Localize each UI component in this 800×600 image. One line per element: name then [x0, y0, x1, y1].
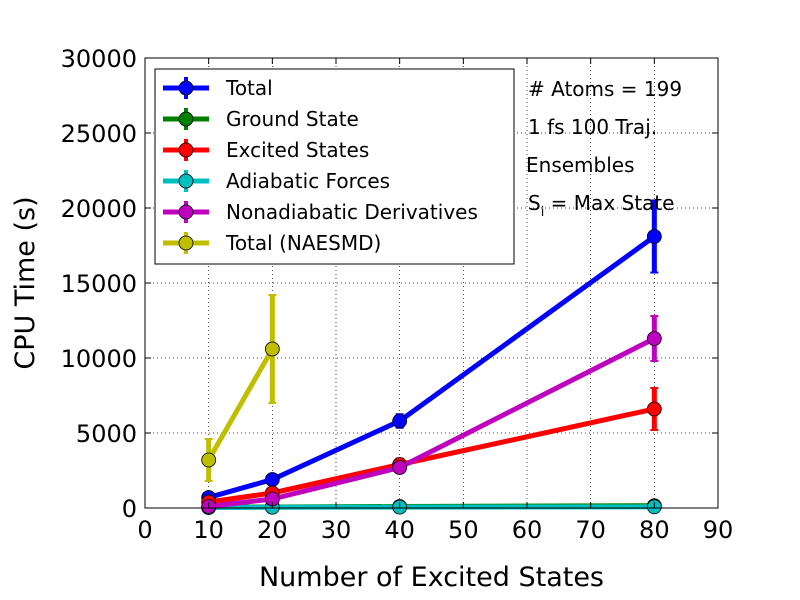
- legend-box: [154, 68, 515, 265]
- annotation-state-s: S: [528, 191, 541, 215]
- legend: Total Ground State Excited States Adiabatic…: [154, 68, 515, 265]
- data-point: [264, 341, 280, 357]
- x-axis-label: Number of Excited States: [259, 562, 604, 593]
- annotation-state: Si = Max State: [528, 191, 674, 220]
- legend-entry: Total (NAESMD): [163, 231, 381, 255]
- data-point: [392, 413, 408, 429]
- data-point: [392, 460, 408, 475]
- x-tick-label: 70: [575, 516, 606, 544]
- annotation-traj: 1 fs 100 Traj.: [528, 115, 657, 139]
- y-tick-label: 20000: [61, 195, 137, 223]
- legend-entry: Ground State: [163, 107, 359, 131]
- legend-entry: Excited States: [163, 138, 369, 162]
- series-line: [206, 347, 275, 462]
- legend-label: Nonadiabatic Derivatives: [226, 200, 478, 224]
- x-tick-label: 80: [639, 516, 670, 544]
- y-tick-label: 5000: [76, 420, 137, 448]
- data-point: [264, 472, 280, 487]
- annotation-state-value: = Max State: [544, 191, 674, 215]
- legend-marker: [178, 111, 194, 127]
- x-tick-label: 30: [321, 516, 352, 544]
- y-tick-label: 10000: [61, 345, 137, 373]
- data-point: [646, 331, 662, 346]
- x-tick-label: 20: [257, 516, 288, 544]
- y-tick-label: 30000: [61, 45, 137, 73]
- series-line: [208, 406, 655, 505]
- legend-entry: Nonadiabatic Derivatives: [163, 200, 478, 224]
- y-tick-label: 15000: [61, 270, 137, 298]
- legend-label: Ground State: [226, 107, 359, 131]
- legend-marker: [178, 142, 194, 158]
- series-line: [207, 234, 656, 500]
- x-tick-label: 60: [512, 516, 543, 544]
- data-point: [646, 229, 662, 244]
- annotation-state-subscript: i: [541, 205, 545, 220]
- series-line: [208, 336, 656, 509]
- legend-entry: Total: [163, 76, 273, 100]
- y-axis-label: CPU Time (s): [10, 196, 41, 369]
- data-point: [201, 452, 217, 468]
- annotation-ensembles: Ensembles: [526, 153, 635, 177]
- legend-label: Excited States: [226, 138, 369, 162]
- data-point: [646, 401, 662, 417]
- x-tick-label: 0: [137, 516, 152, 544]
- legend-label: Total (NAESMD): [225, 231, 381, 255]
- x-tick-label: 50: [448, 516, 479, 544]
- x-tick-label: 40: [384, 516, 415, 544]
- series-5: [201, 294, 280, 482]
- x-tick-label: 90: [703, 516, 734, 544]
- legend-label: Adiabatic Forces: [226, 169, 390, 193]
- x-tick-label: 10: [193, 516, 224, 544]
- y-tick-label: 25000: [61, 120, 137, 148]
- annotation-block: # Atoms = 199 1 fs 100 Traj. Ensembles S…: [526, 77, 682, 220]
- y-tick-label: 0: [122, 495, 137, 523]
- legend-label: Total: [225, 76, 273, 100]
- annotation-atoms: # Atoms = 199: [528, 77, 682, 101]
- legend-entry: Adiabatic Forces: [163, 169, 390, 193]
- legend-marker: [178, 80, 194, 96]
- legend-marker: [178, 173, 194, 189]
- ticks: 0 10 20 30 40 50 60 70 80 90 0 5000 10000 15000 20000 2…: [61, 45, 734, 544]
- legend-marker: [178, 204, 194, 220]
- legend-marker: [178, 235, 194, 251]
